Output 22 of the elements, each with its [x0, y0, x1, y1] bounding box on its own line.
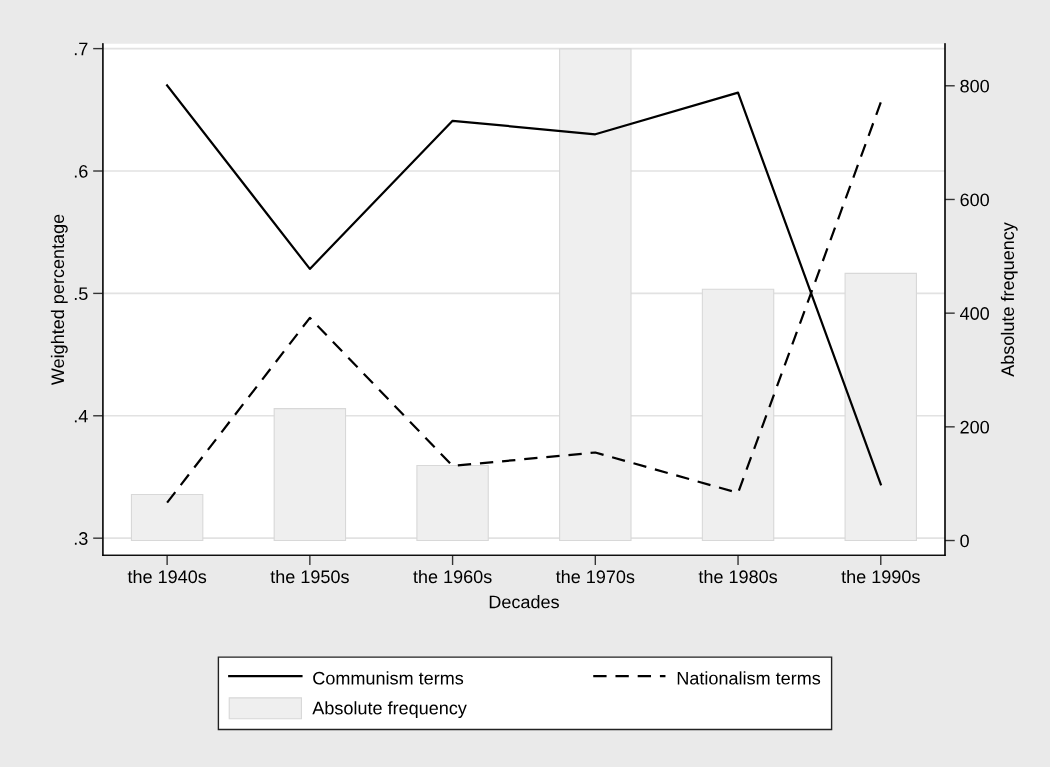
- x-axis-title: Decades: [489, 595, 559, 609]
- y2-tick-label: 600: [960, 193, 989, 207]
- y2-tick-label: 400: [960, 307, 989, 320]
- x-tick-label: the 1950s: [270, 569, 349, 584]
- x-tick-label: the 1990s: [841, 569, 920, 584]
- x-tick-label: the 1970s: [555, 569, 635, 584]
- y-tick-label: .7: [74, 42, 88, 56]
- y2-tick-label: 0: [960, 534, 969, 548]
- y-tick-label: .6: [74, 164, 88, 178]
- y-tick-label: .5: [74, 287, 88, 301]
- y-tick-label: .4: [74, 409, 88, 423]
- legend-label: Communism terms: [313, 671, 464, 685]
- x-tick-label: the 1960s: [413, 569, 492, 584]
- y-tick-label: .3: [74, 532, 88, 545]
- y2-tick-label: 800: [960, 79, 989, 93]
- y2-tick-label: 200: [960, 420, 989, 434]
- y-axis-title: Weighted percentage: [50, 214, 68, 386]
- legend-label: Nationalism terms: [677, 671, 821, 685]
- x-tick-label: the 1940s: [127, 569, 207, 584]
- y2-axis-title: Absolute frequency: [1000, 222, 1018, 377]
- legend-label: Absolute frequency: [312, 701, 467, 719]
- x-tick-label: the 1980s: [698, 569, 778, 584]
